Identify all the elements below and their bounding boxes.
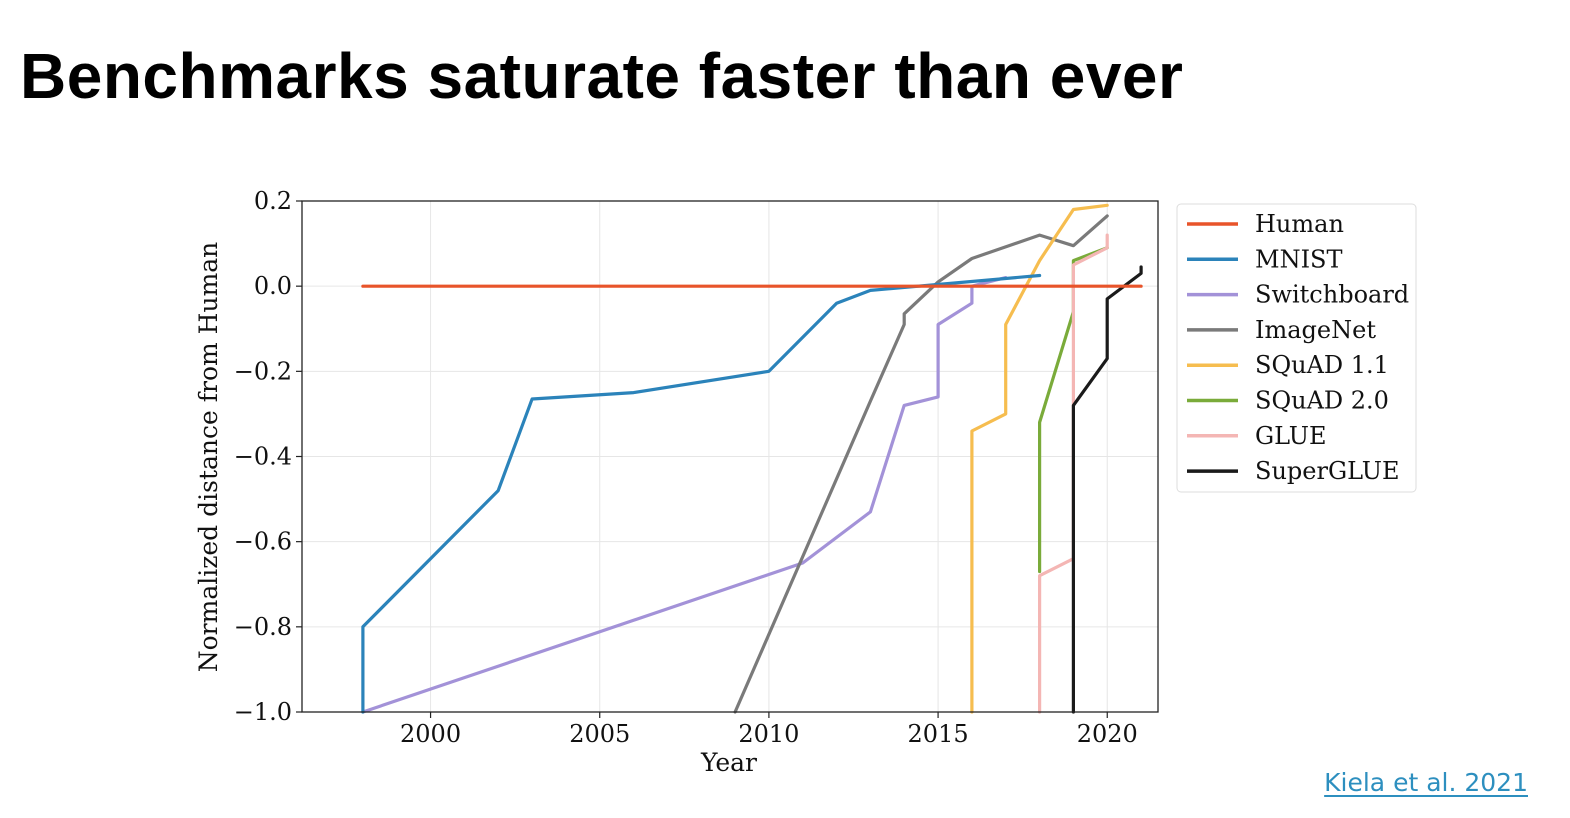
y-tick-label: −0.6 [234, 528, 292, 556]
y-tick-label: −0.8 [234, 613, 292, 641]
legend-label-squad-2-0: SQuAD 2.0 [1255, 387, 1389, 415]
legend-box [1176, 203, 1417, 493]
y-tick-label: −0.2 [234, 357, 292, 385]
legend: Human MNIST Switchboard ImageNet SQuAD 1.1 SQ… [1176, 203, 1417, 493]
x-tick-label: 2015 [908, 720, 969, 748]
series-line-mnist [361, 273, 1042, 714]
citation-link[interactable]: Kiela et al. 2021 [1324, 768, 1528, 797]
series-line-switchboard [361, 276, 1008, 714]
x-tick-label: 2020 [1077, 720, 1138, 748]
legend-label-mnist: MNIST [1255, 245, 1343, 273]
legend-label-glue: GLUE [1255, 422, 1327, 450]
y-tick-label: 0.2 [254, 187, 292, 215]
y-tick-label: 0.0 [254, 272, 292, 300]
series-line-superglue [1071, 265, 1143, 714]
y-axis-label: Normalized distance from Human [194, 242, 223, 673]
x-tick-label: 2005 [569, 720, 630, 748]
legend-label-imagenet: ImageNet [1255, 316, 1376, 344]
legend-label-switchboard: Switchboard [1255, 281, 1409, 309]
x-tick-label: 2010 [738, 720, 799, 748]
y-tick-label: −1.0 [234, 698, 292, 726]
series-line-imagenet [733, 214, 1109, 714]
legend-label-superglue: SuperGLUE [1255, 457, 1399, 485]
x-axis: 2000 2005 2010 2015 2020 [400, 712, 1138, 748]
x-axis-label: Year [700, 748, 757, 777]
x-tick-label: 2000 [400, 720, 461, 748]
y-tick-label: −0.4 [234, 443, 292, 471]
legend-label-squad-1-1: SQuAD 1.1 [1255, 351, 1389, 379]
y-axis: 0.2 0.0 −0.2 −0.4 −0.6 −0.8 −1.0 [234, 187, 302, 726]
slide-title: Benchmarks saturate faster than ever [20, 40, 1184, 112]
legend-label-human: Human [1255, 210, 1344, 238]
series-lines [361, 203, 1143, 714]
series-line-squad-1-1 [970, 203, 1109, 714]
